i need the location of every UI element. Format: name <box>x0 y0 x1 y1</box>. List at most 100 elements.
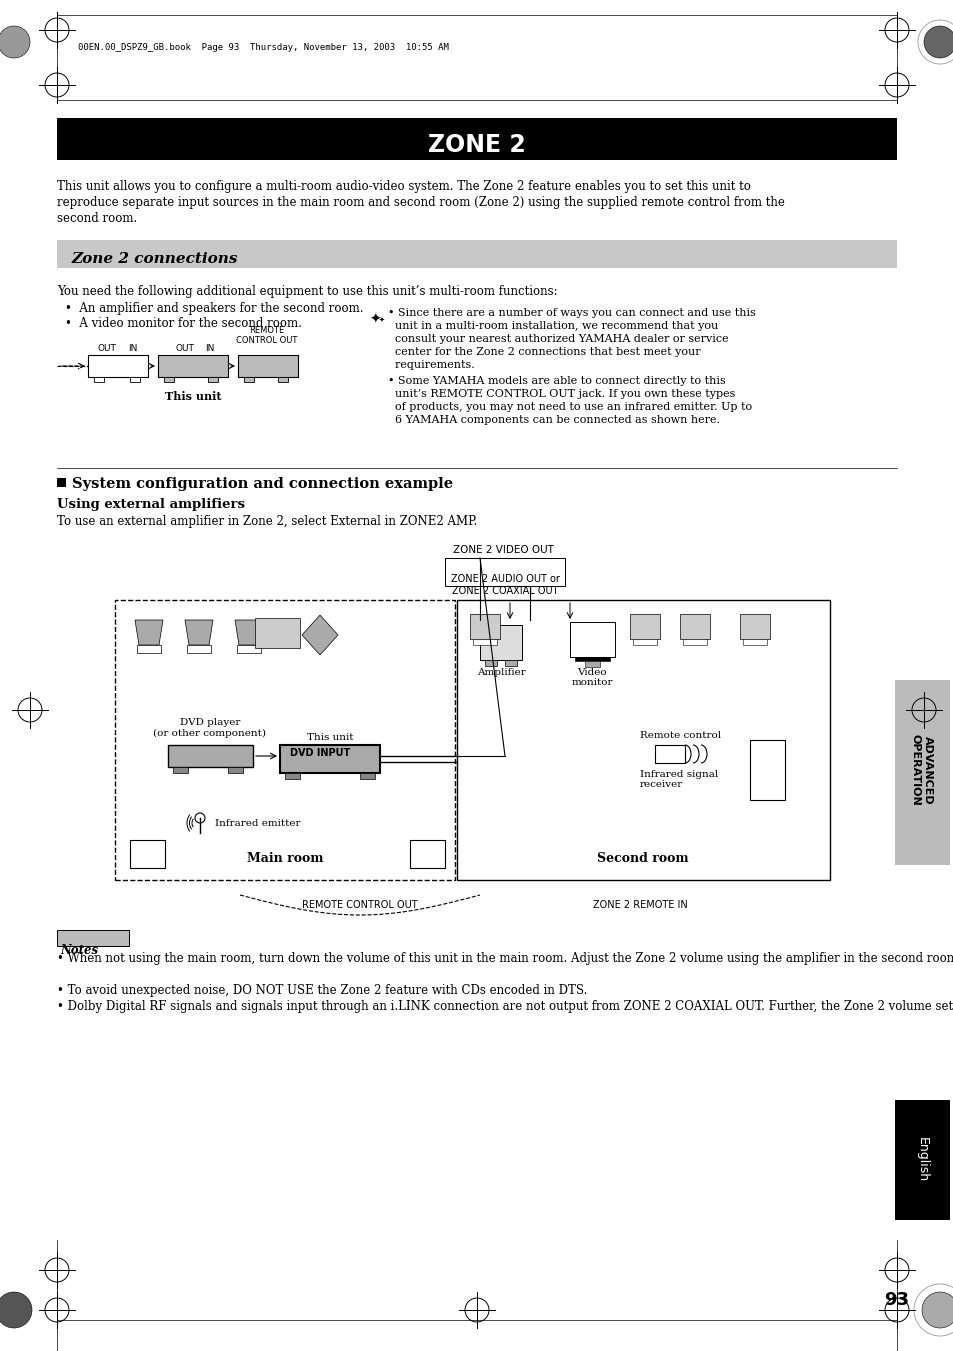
Text: This unit: This unit <box>165 390 221 403</box>
Bar <box>228 767 243 773</box>
Bar <box>164 377 173 382</box>
Bar <box>254 617 299 648</box>
Bar <box>236 644 261 653</box>
Bar <box>484 661 497 666</box>
Text: IN: IN <box>128 345 137 353</box>
Text: consult your nearest authorized YAMAHA dealer or service: consult your nearest authorized YAMAHA d… <box>388 334 728 345</box>
Bar <box>749 740 784 800</box>
Bar <box>237 355 297 377</box>
Text: ZONE 2 VIDEO OUT: ZONE 2 VIDEO OUT <box>452 544 553 555</box>
Bar <box>158 355 228 377</box>
Text: unit’s REMOTE CONTROL OUT jack. If you own these types: unit’s REMOTE CONTROL OUT jack. If you o… <box>388 389 735 399</box>
Bar <box>88 355 148 377</box>
Bar <box>57 240 896 267</box>
Text: English: English <box>915 1138 927 1182</box>
Bar <box>359 773 375 780</box>
Bar <box>894 680 949 865</box>
Text: ✦: ✦ <box>369 313 380 327</box>
Bar <box>280 744 379 773</box>
Bar <box>208 377 218 382</box>
Text: DVD INPUT: DVD INPUT <box>290 748 350 758</box>
Text: ✦: ✦ <box>378 317 384 323</box>
Bar <box>629 613 659 639</box>
Text: REMOTE
CONTROL OUT: REMOTE CONTROL OUT <box>236 326 297 345</box>
Text: • When not using the main room, turn down the volume of this unit in the main ro: • When not using the main room, turn dow… <box>57 952 953 965</box>
Circle shape <box>0 26 30 58</box>
Text: center for the Zone 2 connections that best meet your: center for the Zone 2 connections that b… <box>388 347 700 357</box>
Text: IN: IN <box>205 345 214 353</box>
Bar <box>473 639 497 644</box>
Bar <box>244 377 253 382</box>
Text: 6 YAMAHA components can be connected as shown here.: 6 YAMAHA components can be connected as … <box>388 415 720 426</box>
Polygon shape <box>302 615 337 655</box>
Text: requirements.: requirements. <box>388 359 475 370</box>
Bar <box>172 767 188 773</box>
Circle shape <box>0 1292 32 1328</box>
Text: Infrared emitter: Infrared emitter <box>214 819 300 828</box>
Text: ADVANCED
OPERATION: ADVANCED OPERATION <box>910 734 932 807</box>
Polygon shape <box>135 620 163 644</box>
Text: • Dolby Digital RF signals and signals input through an i.LINK connection are no: • Dolby Digital RF signals and signals i… <box>57 1000 953 1013</box>
Bar <box>187 644 211 653</box>
Text: REMOTE CONTROL OUT: REMOTE CONTROL OUT <box>302 900 417 911</box>
Bar <box>130 377 140 382</box>
Bar <box>569 621 615 657</box>
Text: Zone 2 connections: Zone 2 connections <box>71 253 238 266</box>
Bar <box>168 744 253 767</box>
Text: This unit: This unit <box>307 734 353 742</box>
Text: Using external amplifiers: Using external amplifiers <box>57 499 245 511</box>
Text: Video
monitor: Video monitor <box>571 667 612 688</box>
Text: ZONE 2 AUDIO OUT or
ZONE 2 COAXIAL OUT: ZONE 2 AUDIO OUT or ZONE 2 COAXIAL OUT <box>450 574 558 596</box>
Bar <box>742 639 766 644</box>
Text: Notes: Notes <box>60 944 98 957</box>
Bar <box>130 840 165 867</box>
Circle shape <box>923 26 953 58</box>
Text: unit in a multi-room installation, we recommend that you: unit in a multi-room installation, we re… <box>388 322 718 331</box>
Text: System configuration and connection example: System configuration and connection exam… <box>71 477 453 490</box>
Bar <box>740 613 769 639</box>
Text: •  A video monitor for the second room.: • A video monitor for the second room. <box>65 317 301 330</box>
Bar <box>115 600 455 880</box>
Bar <box>456 600 829 880</box>
Bar <box>894 1100 949 1220</box>
Text: OUT: OUT <box>175 345 194 353</box>
Text: This unit allows you to configure a multi-room audio-video system. The Zone 2 fe: This unit allows you to configure a mult… <box>57 180 750 193</box>
Bar <box>633 639 657 644</box>
Text: DVD player
(or other component): DVD player (or other component) <box>153 719 266 738</box>
Text: Infrared signal
receiver: Infrared signal receiver <box>639 770 718 789</box>
Bar <box>57 929 129 946</box>
Polygon shape <box>234 620 263 644</box>
Text: reproduce separate input sources in the main room and second room (Zone 2) using: reproduce separate input sources in the … <box>57 196 784 209</box>
Text: •  An amplifier and speakers for the second room.: • An amplifier and speakers for the seco… <box>65 303 363 315</box>
Circle shape <box>921 1292 953 1328</box>
Text: Second room: Second room <box>597 852 688 865</box>
Bar <box>94 377 104 382</box>
Bar <box>57 118 896 159</box>
Bar <box>584 661 599 667</box>
Bar <box>444 558 564 586</box>
Bar <box>575 657 609 661</box>
Text: To use an external amplifier in Zone 2, select External in ZONE2 AMP.: To use an external amplifier in Zone 2, … <box>57 515 476 528</box>
Bar <box>137 644 161 653</box>
Text: • To avoid unexpected noise, DO NOT USE the Zone 2 feature with CDs encoded in D: • To avoid unexpected noise, DO NOT USE … <box>57 984 587 997</box>
Bar <box>655 744 684 763</box>
Text: OUT: OUT <box>97 345 116 353</box>
Text: Remote control: Remote control <box>639 731 720 740</box>
Text: ZONE 2 REMOTE IN: ZONE 2 REMOTE IN <box>592 900 687 911</box>
Bar <box>470 613 499 639</box>
Text: second room.: second room. <box>57 212 137 226</box>
Text: ZONE 2: ZONE 2 <box>428 132 525 157</box>
Bar <box>504 661 517 666</box>
Text: Main room: Main room <box>247 852 323 865</box>
Text: 93: 93 <box>883 1292 908 1309</box>
Bar <box>277 377 288 382</box>
Text: • Since there are a number of ways you can connect and use this: • Since there are a number of ways you c… <box>388 308 755 317</box>
Text: of products, you may not need to use an infrared emitter. Up to: of products, you may not need to use an … <box>388 403 751 412</box>
Bar <box>679 613 709 639</box>
Text: Amplifier: Amplifier <box>476 667 525 677</box>
Bar <box>410 840 444 867</box>
Bar <box>57 478 66 486</box>
Bar <box>479 626 521 661</box>
Bar <box>285 773 299 780</box>
Text: You need the following additional equipment to use this unit’s multi-room functi: You need the following additional equipm… <box>57 285 558 299</box>
